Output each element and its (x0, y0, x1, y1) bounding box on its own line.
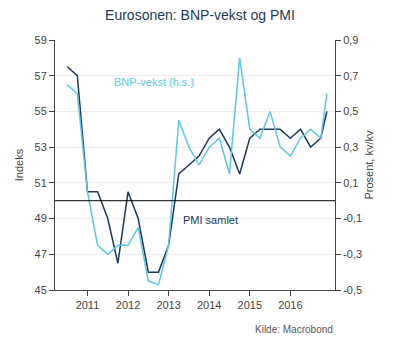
svg-text:Indeks: Indeks (13, 148, 25, 181)
svg-text:53: 53 (35, 141, 47, 153)
svg-text:0,1: 0,1 (343, 177, 358, 189)
svg-text:2011: 2011 (76, 299, 100, 311)
svg-text:2015: 2015 (238, 299, 262, 311)
svg-text:0,3: 0,3 (343, 141, 358, 153)
svg-text:0,9: 0,9 (343, 34, 358, 46)
svg-text:51: 51 (35, 177, 47, 189)
svg-text:47: 47 (35, 248, 47, 260)
svg-text:-0,1: -0,1 (343, 212, 362, 224)
svg-text:0,7: 0,7 (343, 70, 358, 82)
svg-text:57: 57 (35, 70, 47, 82)
svg-text:-0,5: -0,5 (343, 284, 362, 296)
svg-text:2014: 2014 (197, 299, 221, 311)
svg-text:PMI samlet: PMI samlet (183, 214, 238, 226)
svg-text:59: 59 (35, 34, 47, 46)
svg-text:2016: 2016 (278, 299, 302, 311)
svg-text:Eurosonen: BNP-vekst og PMI: Eurosonen: BNP-vekst og PMI (105, 7, 295, 23)
svg-text:Kilde: Macrobond: Kilde: Macrobond (255, 324, 333, 335)
svg-text:0,5: 0,5 (343, 105, 358, 117)
svg-text:Prosent, kv/kv: Prosent, kv/kv (363, 130, 375, 200)
svg-text:2012: 2012 (116, 299, 140, 311)
svg-text:45: 45 (35, 284, 47, 296)
svg-text:49: 49 (35, 212, 47, 224)
svg-text:-0,3: -0,3 (343, 248, 362, 260)
svg-text:2013: 2013 (156, 299, 180, 311)
svg-text:BNP-vekst (h.s.): BNP-vekst (h.s.) (114, 76, 194, 88)
svg-text:55: 55 (35, 105, 47, 117)
